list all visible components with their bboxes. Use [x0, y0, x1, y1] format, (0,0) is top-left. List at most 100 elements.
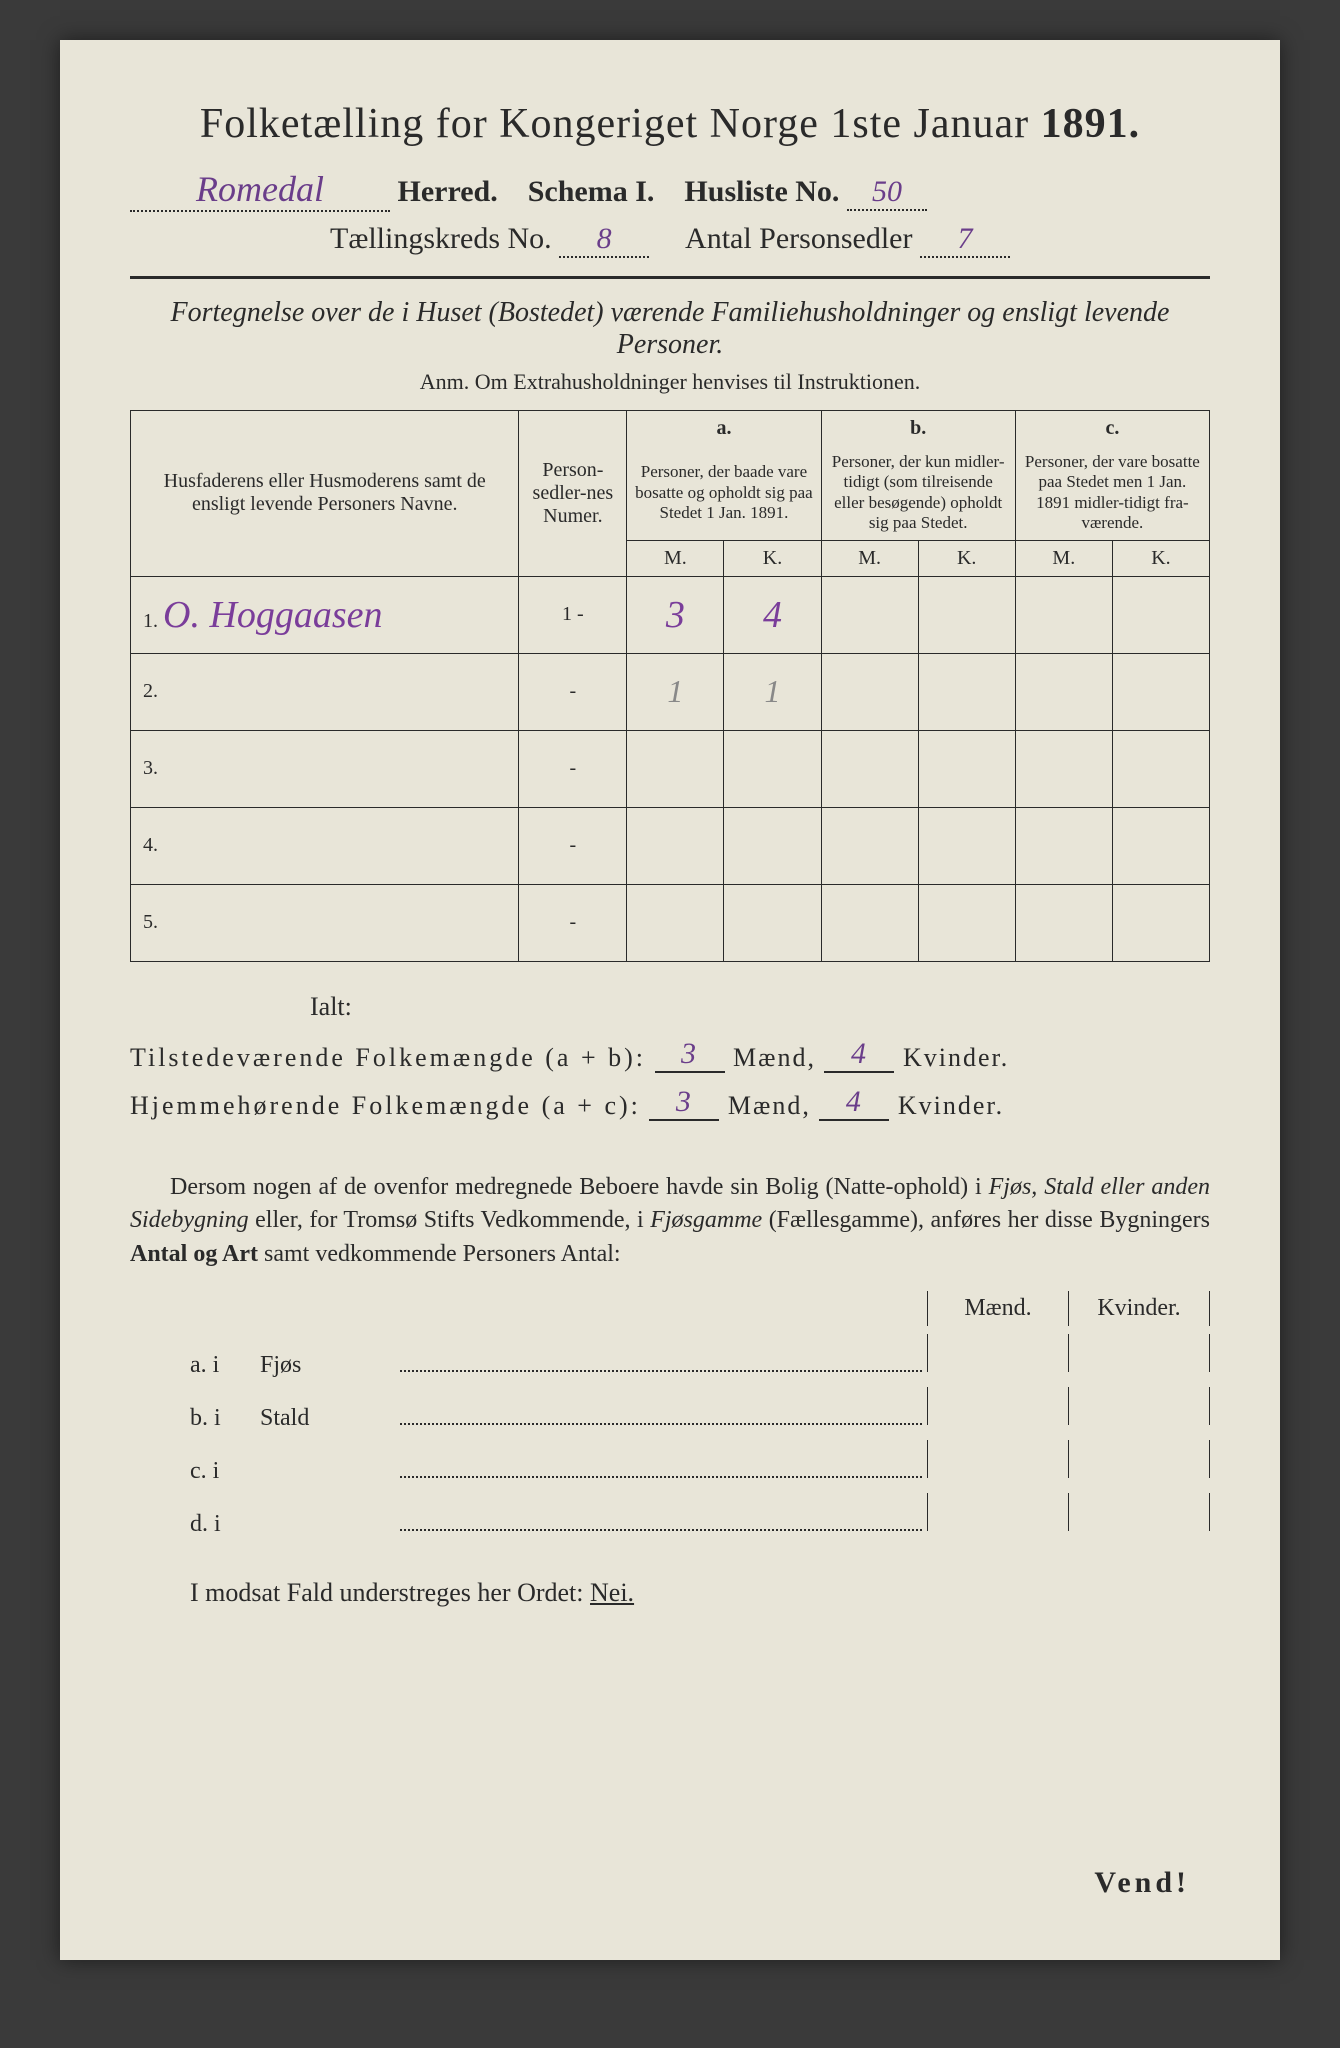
ialt-resident-row: Hjemmehørende Folkemængde (a + c): 3 Mæn… — [130, 1085, 1210, 1121]
row-seq: - — [519, 653, 627, 730]
anm-note: Anm. Om Extrahusholdninger henvises til … — [130, 369, 1210, 395]
row-bk — [918, 730, 1015, 807]
table-row: 2. - 1 1 — [131, 653, 1210, 730]
building-k-cell — [1068, 1387, 1210, 1425]
row-am: 3 — [627, 576, 724, 653]
col-a-k: K. — [724, 540, 821, 576]
building-mk-header: Mænd. Kvinder. — [130, 1291, 1210, 1326]
table-row: 5. - — [131, 884, 1210, 961]
row-cm — [1015, 730, 1112, 807]
ialt-label: Ialt: — [310, 992, 1210, 1022]
header-row-2: Tællingskreds No. 8 Antal Personsedler 7 — [130, 222, 1210, 258]
dots-fill — [400, 1475, 922, 1478]
row-bm — [821, 807, 918, 884]
ialt-r2-k: 4 — [819, 1085, 889, 1121]
kvinder-col-header: Kvinder. — [1068, 1291, 1210, 1326]
row-name: 1. O. Hoggaasen — [131, 576, 519, 653]
building-m-cell — [927, 1493, 1068, 1531]
ialt-section: Ialt: Tilstedeværende Folkemængde (a + b… — [130, 992, 1210, 1121]
row-name: 5. — [131, 884, 519, 961]
row-cm — [1015, 884, 1112, 961]
row-ak: 1 — [724, 653, 821, 730]
kreds-field: 8 — [559, 222, 649, 258]
schema-label: Schema I. — [528, 175, 655, 208]
building-k-cell — [1068, 1440, 1210, 1478]
col-num-header: Person-sedler-nes Numer. — [519, 411, 627, 577]
maend-label: Mænd, — [733, 1043, 816, 1072]
building-row: a. i Fjøs — [130, 1334, 1210, 1379]
kvinder-label: Kvinder. — [903, 1043, 1009, 1072]
personsedler-label: Antal Personsedler — [685, 222, 912, 255]
row-seq: - — [519, 807, 627, 884]
row-ck — [1112, 730, 1209, 807]
col-a-m: M. — [627, 540, 724, 576]
row-name: 4. — [131, 807, 519, 884]
herred-label: Herred. — [398, 175, 498, 208]
nei-prefix: I modsat Fald understreges her Ordet: — [190, 1578, 590, 1607]
building-label-c: c. i — [130, 1458, 260, 1485]
building-label-a: a. i — [130, 1352, 260, 1379]
household-table: Husfaderens eller Husmoderens samt de en… — [130, 410, 1210, 962]
building-row: c. i — [130, 1440, 1210, 1485]
page-title: Folketælling for Kongeriget Norge 1ste J… — [130, 100, 1210, 148]
row-ck — [1112, 807, 1209, 884]
row-am — [627, 884, 724, 961]
row-bk — [918, 807, 1015, 884]
husliste-field: 50 — [847, 175, 927, 211]
col-c-label: c. — [1015, 411, 1209, 447]
row-ak — [724, 730, 821, 807]
row-ak — [724, 884, 821, 961]
kreds-label: Tællingskreds No. — [330, 222, 552, 255]
row-bk — [918, 653, 1015, 730]
title-year: 1891. — [1041, 101, 1141, 147]
dots-fill — [400, 1422, 922, 1425]
row-ck — [1112, 653, 1209, 730]
header-row-1: Romedal Herred. Schema I. Husliste No. 5… — [130, 168, 1210, 212]
col-b-label: b. — [821, 411, 1015, 447]
nei-line: I modsat Fald understreges her Ordet: Ne… — [130, 1578, 1210, 1608]
vend-label: Vend! — [1094, 1866, 1190, 1900]
herred-value: Romedal — [196, 169, 324, 209]
building-label-d: d. i — [130, 1511, 260, 1538]
row-bk — [918, 576, 1015, 653]
ialt-present-row: Tilstedeværende Folkemængde (a + b): 3 M… — [130, 1037, 1210, 1073]
maend-label: Mænd, — [728, 1091, 811, 1120]
nei-word: Nei. — [590, 1578, 634, 1607]
row-bm — [821, 884, 918, 961]
personsedler-value: 7 — [957, 222, 972, 255]
row-ck — [1112, 576, 1209, 653]
subtitle: Fortegnelse over de i Huset (Bostedet) v… — [130, 297, 1210, 361]
col-name-header: Husfaderens eller Husmoderens samt de en… — [131, 411, 519, 577]
row-ak — [724, 807, 821, 884]
col-b-k: K. — [918, 540, 1015, 576]
building-k-cell — [1068, 1493, 1210, 1531]
kreds-value: 8 — [597, 222, 612, 255]
building-m-cell — [927, 1334, 1068, 1372]
col-a-desc: Personer, der baade vare bosatte og opho… — [627, 446, 821, 540]
husliste-value: 50 — [872, 175, 902, 208]
row-cm — [1015, 576, 1112, 653]
row-bm — [821, 653, 918, 730]
building-k-cell — [1068, 1334, 1210, 1372]
col-c-desc: Personer, der vare bosatte paa Stedet me… — [1015, 446, 1209, 540]
table-row: 1. O. Hoggaasen 1 - 3 4 — [131, 576, 1210, 653]
row-am — [627, 807, 724, 884]
building-row: d. i — [130, 1493, 1210, 1538]
building-row: b. i Stald — [130, 1387, 1210, 1432]
row-ak: 4 — [724, 576, 821, 653]
herred-field: Romedal — [130, 168, 390, 212]
col-a-label: a. — [627, 411, 821, 447]
row-cm — [1015, 807, 1112, 884]
dots-fill — [400, 1369, 922, 1372]
table-row: 3. - — [131, 730, 1210, 807]
row-ck — [1112, 884, 1209, 961]
row-cm — [1015, 653, 1112, 730]
census-form-page: Folketælling for Kongeriget Norge 1ste J… — [60, 40, 1280, 1960]
maend-col-header: Mænd. — [927, 1291, 1068, 1326]
husliste-label: Husliste No. — [684, 175, 839, 208]
col-b-desc: Personer, der kun midler-tidigt (som til… — [821, 446, 1015, 540]
kvinder-label: Kvinder. — [898, 1091, 1004, 1120]
divider-1 — [130, 276, 1210, 279]
row-name: 2. — [131, 653, 519, 730]
row-name: 3. — [131, 730, 519, 807]
